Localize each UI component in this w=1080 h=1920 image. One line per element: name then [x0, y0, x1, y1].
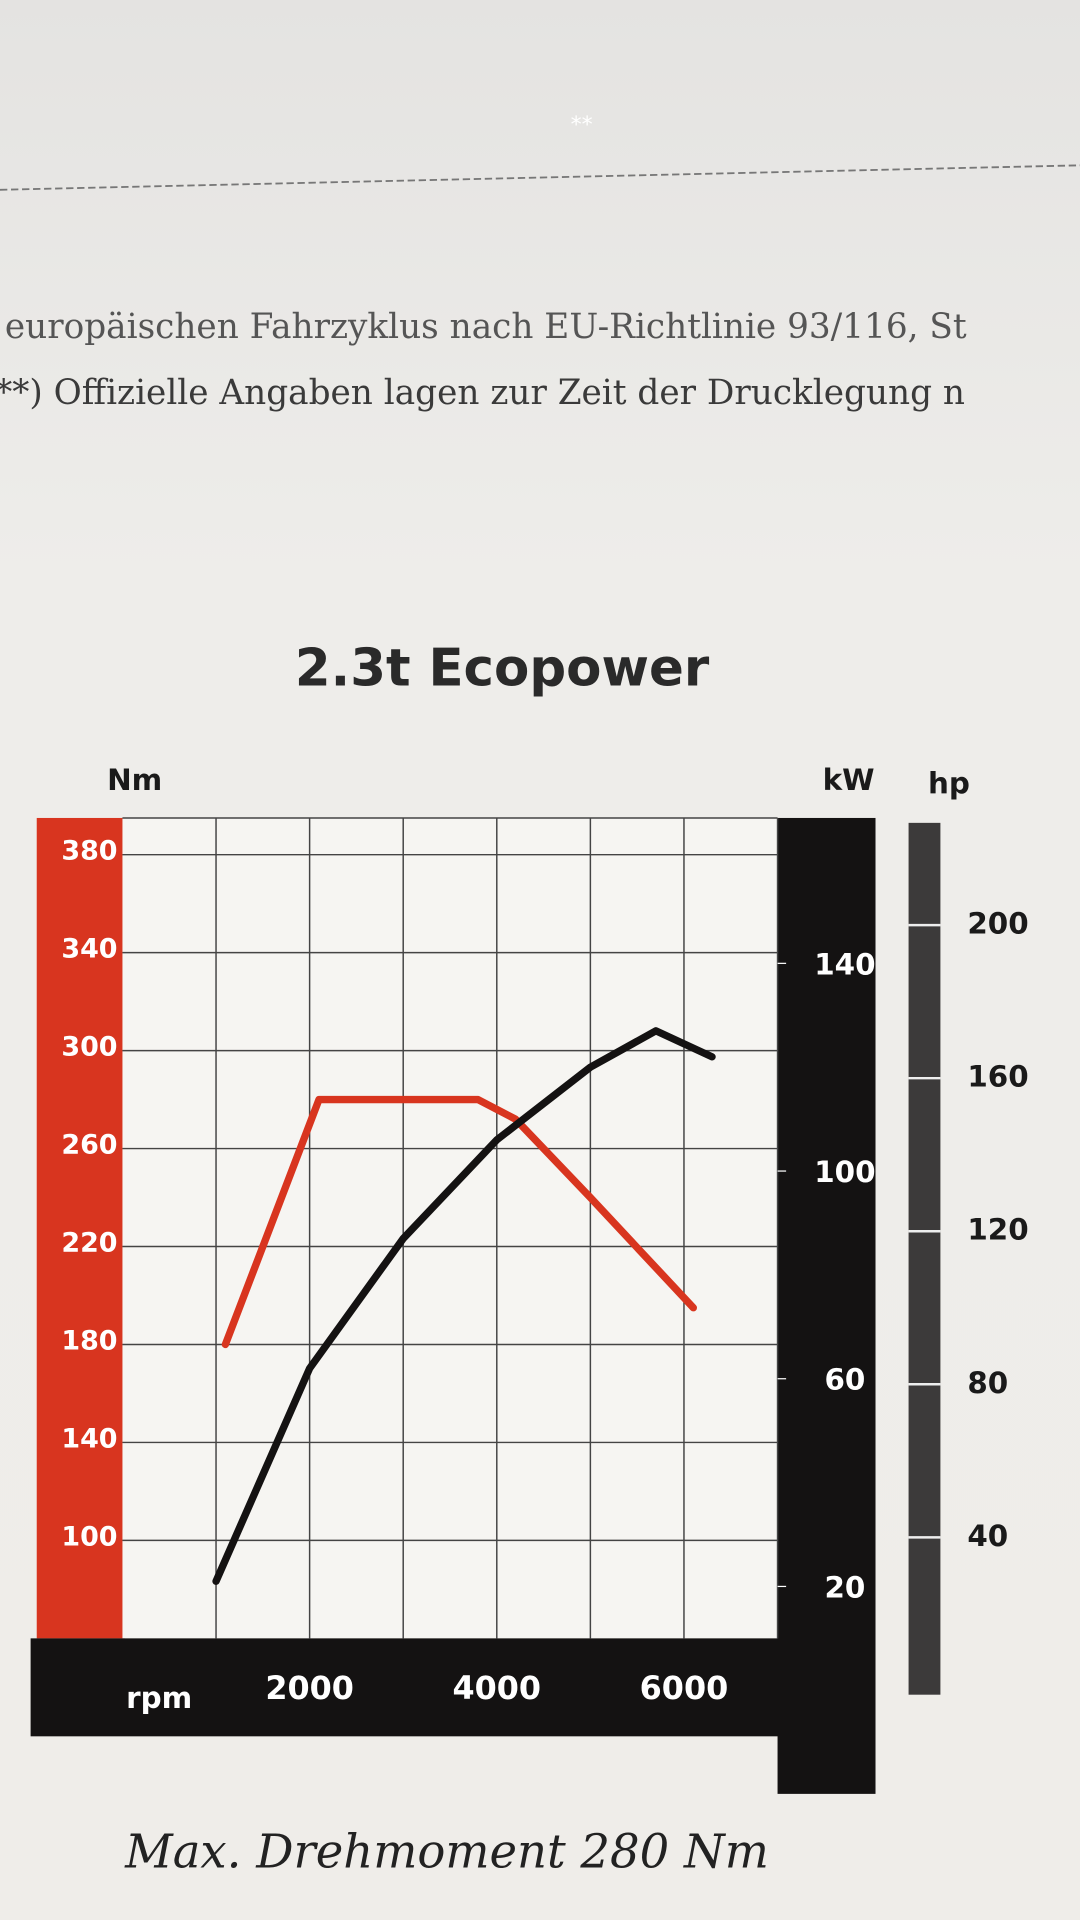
y2-tick-label: 100	[814, 1155, 875, 1189]
x-axis-band	[30, 1638, 781, 1737]
data-line	[212, 1027, 716, 1585]
y-axis-band	[36, 817, 125, 1639]
y-tick-label: 380	[61, 836, 117, 867]
y3-tick-label: 200	[967, 907, 1028, 941]
marker: **	[571, 113, 593, 138]
data-line	[221, 1095, 697, 1349]
y2-tick-label: 20	[824, 1570, 865, 1604]
y3-axis-label: hp	[928, 766, 970, 800]
x-tick-label: 2000	[265, 1669, 354, 1707]
chart: 2000 4000 6000 100 140 180 220 260 300 340 380 20 60…	[61, 817, 1029, 1707]
y-tick-label: 100	[61, 1521, 117, 1552]
x-tick-label: 6000	[640, 1669, 729, 1707]
footnote: europäischen Fahrzyklus nach EU-Richtlin…	[5, 307, 967, 347]
y2-tick-label: 140	[814, 947, 875, 981]
y-tick-label: 300	[61, 1032, 117, 1063]
y-tick-label: 220	[61, 1228, 117, 1259]
y2-axis-band	[777, 817, 876, 1794]
y-axis-label: Nm	[107, 763, 162, 797]
y3-tick-label: 40	[967, 1519, 1008, 1553]
y3-tick-label: 160	[967, 1060, 1028, 1094]
y-tick-label: 340	[61, 934, 117, 965]
y2-tick-label: 60	[824, 1363, 865, 1397]
footnote: **) Offizielle Angaben lagen zur Zeit de…	[0, 373, 965, 413]
divider	[0, 164, 1080, 191]
chart-title: 2.3t Ecopower	[295, 639, 710, 699]
y3-axis-band	[908, 822, 941, 1695]
y-tick-label: 180	[61, 1326, 117, 1357]
y3-tick-label: 120	[967, 1213, 1028, 1247]
y-tick-label: 140	[61, 1424, 117, 1455]
y3-tick-label: 80	[967, 1366, 1008, 1400]
y-tick-label: 260	[61, 1130, 117, 1161]
x-axis-label: rpm	[126, 1681, 192, 1715]
plot-area	[122, 817, 778, 1639]
x-tick-label: 4000	[452, 1669, 541, 1707]
caption: Max. Drehmoment 280 Nm	[124, 1824, 769, 1878]
y2-axis-label: kW	[823, 763, 875, 797]
